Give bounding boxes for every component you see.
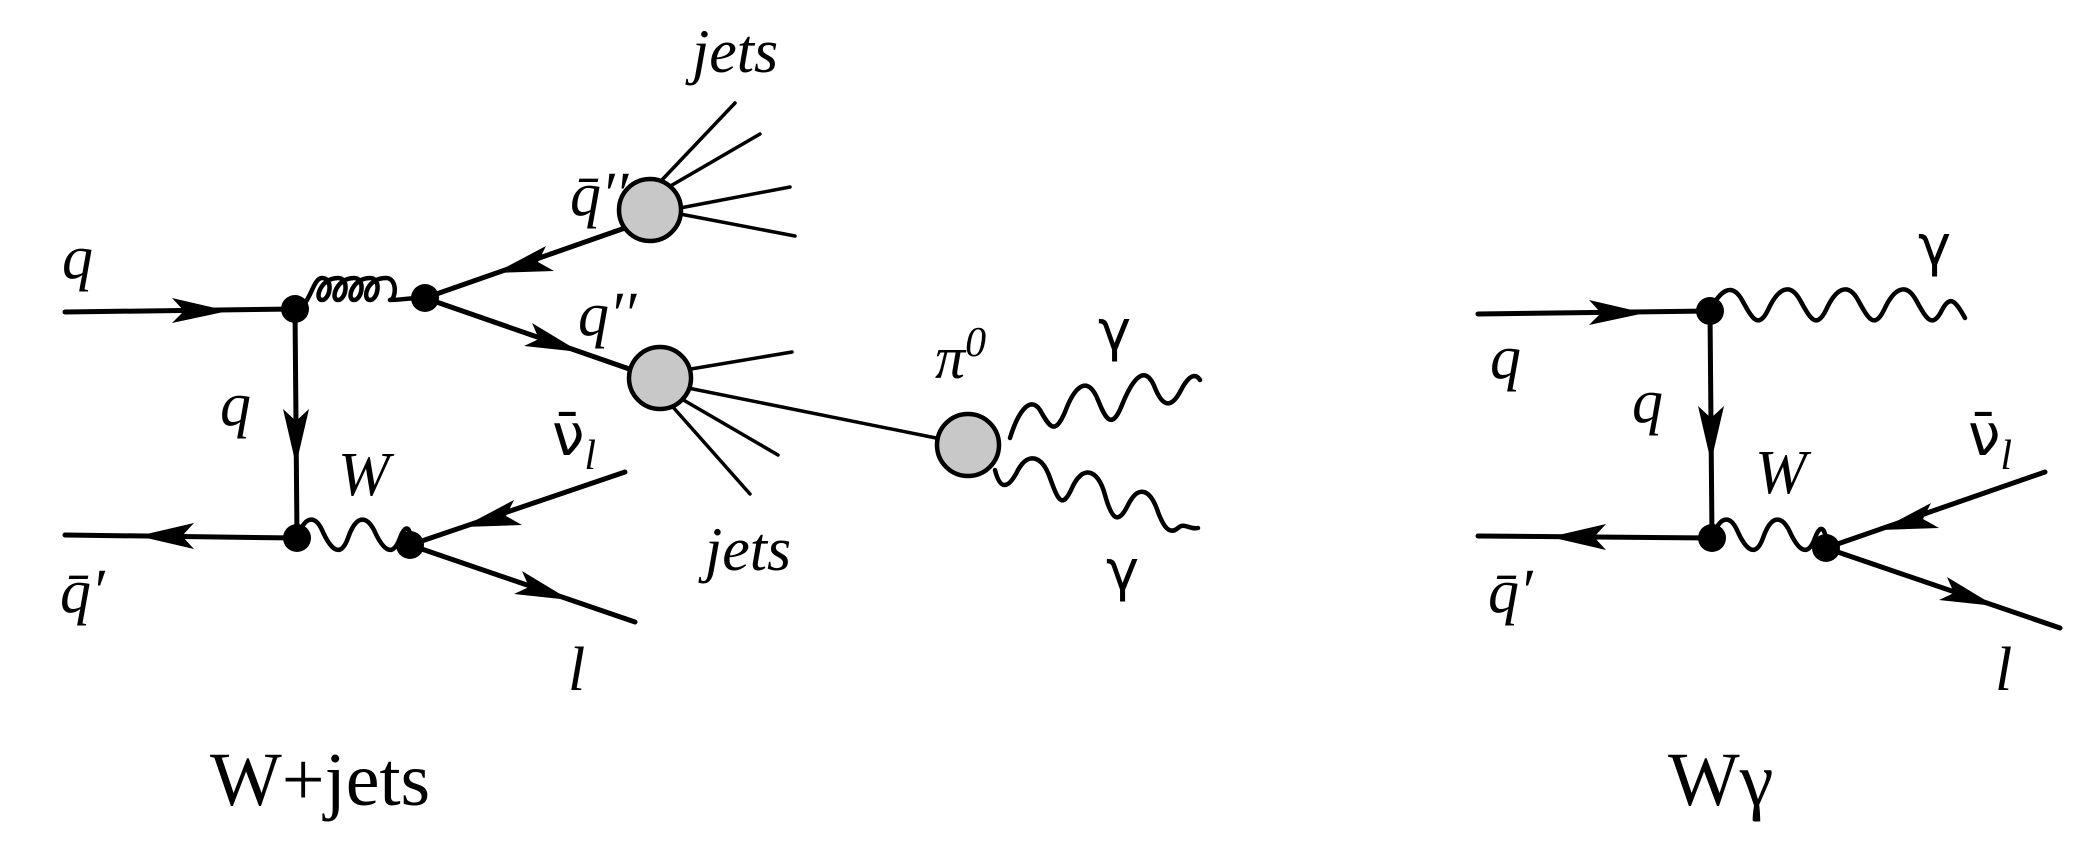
label-photon: γ xyxy=(1918,214,1951,279)
jet-top-1 xyxy=(658,101,737,184)
label-quark-jet: q′′ xyxy=(578,281,638,349)
label-pion: π0 xyxy=(935,320,986,391)
caption-w-jets: W+jets xyxy=(210,738,430,822)
label-antineutrino: ν̄l xyxy=(552,401,596,479)
jet-bottom-3 xyxy=(670,404,752,496)
antineutrino-arrow xyxy=(1880,503,1939,530)
label-antineutrino: ν̄l xyxy=(1968,401,2012,479)
label-antiquark: q̄′ xyxy=(1488,558,1534,626)
diagram-w-jets: q q̄′ q W ν̄l l q̄′′ q′′ jets jets π0 γ … xyxy=(60,18,1203,822)
gluon-line xyxy=(292,275,428,312)
antiquark-line xyxy=(1475,533,1715,541)
jet-bottom-2 xyxy=(678,396,780,457)
label-incoming-quark: q xyxy=(62,224,93,292)
label-photon-lower: γ xyxy=(1106,539,1139,604)
label-quark-propagator: q xyxy=(1632,368,1663,436)
jet-bottom-1 xyxy=(683,350,794,372)
label-jets-bottom: jets xyxy=(698,516,791,584)
jet-top-4 xyxy=(678,212,797,238)
photon-line-lower xyxy=(992,456,1201,533)
antineutrino-line xyxy=(407,469,628,548)
photon-line-upper xyxy=(1007,373,1203,441)
vertex-qw xyxy=(1698,524,1726,552)
caption-w-gamma: Wγ xyxy=(1668,738,1773,822)
vertex-qgamma xyxy=(1696,297,1724,325)
incoming-quark-line xyxy=(1475,308,1713,317)
label-antiquark: q̄′ xyxy=(60,558,106,626)
quark-propagator-arrow xyxy=(283,409,309,465)
label-antiquark-jet: q̄′′ xyxy=(570,161,630,229)
vertex-qg xyxy=(281,295,309,323)
jet-top-3 xyxy=(678,185,792,210)
label-quark-propagator: q xyxy=(220,371,251,439)
quark-jet-line xyxy=(422,295,641,375)
lepton-line xyxy=(407,542,638,625)
incoming-quark-arrow xyxy=(172,298,228,323)
vertex-gluon-split xyxy=(411,284,439,312)
jet-blob-bottom xyxy=(626,344,694,412)
lepton-arrow xyxy=(514,571,570,600)
pion-line xyxy=(686,386,938,440)
w-boson-line xyxy=(294,517,413,553)
label-jets-top: jets xyxy=(685,18,778,86)
incoming-quark-line xyxy=(62,306,298,315)
vertex-qw xyxy=(283,524,311,552)
jet-top-2 xyxy=(665,132,762,190)
photon-line xyxy=(1707,287,1968,323)
vertex-w-decay xyxy=(1812,534,1840,562)
pion-blob xyxy=(934,411,1002,479)
antiquark-jet-arrow xyxy=(495,246,554,273)
antineutrino-arrow xyxy=(463,500,522,527)
antiquark-arrow xyxy=(1550,524,1606,550)
quark-jet-arrow xyxy=(524,323,580,352)
label-incoming-quark: q xyxy=(1490,324,1521,392)
vertex-w-decay xyxy=(396,531,424,559)
label-lepton: l xyxy=(568,636,585,704)
label-lepton: l xyxy=(1995,636,2012,704)
label-w-boson: W xyxy=(338,441,395,509)
antiquark-arrow xyxy=(138,523,194,549)
quark-propagator-arrow xyxy=(1698,406,1724,462)
label-photon-upper: γ xyxy=(1098,299,1131,364)
jet-blob-top xyxy=(616,176,684,244)
lepton-line xyxy=(1823,545,2063,631)
diagram-w-gamma: q q̄′ q W ν̄l l γ Wγ xyxy=(1475,214,2063,822)
antineutrino-line xyxy=(1823,469,2048,551)
lepton-arrow xyxy=(1939,577,1995,606)
w-boson-line xyxy=(1709,517,1829,553)
label-w-boson: W xyxy=(1755,439,1812,507)
incoming-quark-arrow xyxy=(1589,300,1645,325)
